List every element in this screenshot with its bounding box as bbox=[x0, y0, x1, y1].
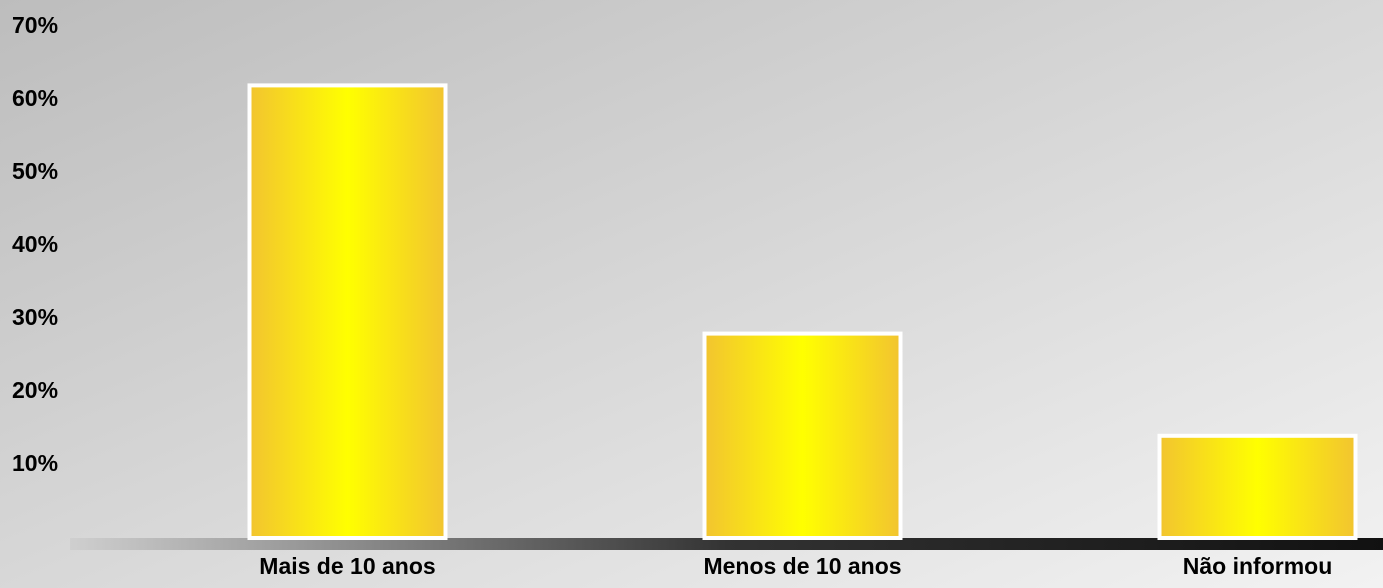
bar bbox=[702, 331, 903, 540]
bar bbox=[247, 83, 448, 541]
x-tick-label: Menos de 10 anos bbox=[703, 553, 901, 579]
y-tick-label: 70% bbox=[12, 12, 58, 38]
y-tick-label: 30% bbox=[12, 304, 58, 330]
x-tick-label: Mais de 10 anos bbox=[259, 553, 435, 579]
y-tick-label: 50% bbox=[12, 158, 58, 184]
y-tick-label: 20% bbox=[12, 377, 58, 403]
y-tick-label: 10% bbox=[12, 450, 58, 476]
x-axis bbox=[70, 538, 1383, 550]
x-tick-label: Não informou bbox=[1183, 553, 1333, 579]
bar bbox=[1157, 433, 1358, 540]
y-tick-label: 40% bbox=[12, 231, 58, 257]
y-tick-label: 60% bbox=[12, 85, 58, 111]
